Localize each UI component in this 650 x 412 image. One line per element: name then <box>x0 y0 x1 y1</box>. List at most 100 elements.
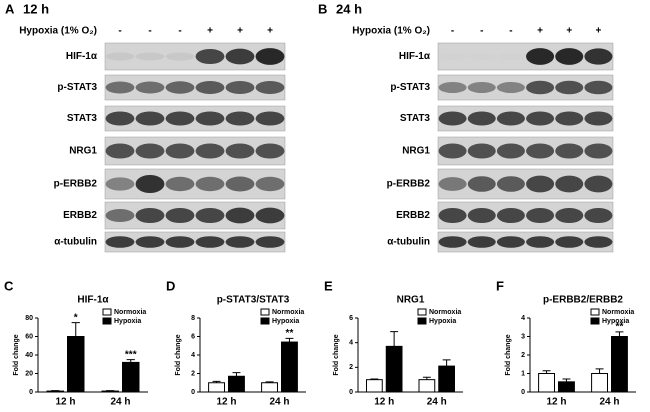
y-axis-label: Fold change <box>333 334 340 375</box>
panel-letter: E <box>324 278 333 293</box>
blot-band <box>255 81 285 94</box>
legend-swatch <box>260 308 270 316</box>
blot-band <box>526 236 555 248</box>
y-tick-label: 4 <box>349 340 353 347</box>
blot-band <box>555 48 584 65</box>
significance-label: *** <box>125 349 137 360</box>
panel-letter: C <box>4 278 14 293</box>
legend-swatch <box>590 317 600 325</box>
blot-band <box>467 82 496 93</box>
blot-strip <box>104 168 286 200</box>
blot-strip <box>104 136 286 166</box>
blot-band <box>526 48 555 65</box>
blot-band <box>496 52 525 61</box>
condition-sign: + <box>595 26 601 37</box>
blot-band <box>225 207 255 224</box>
condition-label: Hypoxia (1% O₂) <box>19 26 97 37</box>
x-tick-label: 24 h <box>110 397 130 408</box>
blot-band <box>496 143 525 159</box>
blot-row-label: STAT3 <box>67 113 98 124</box>
panel-time: 24 h <box>336 1 362 16</box>
blot-row-label: p-ERBB2 <box>387 179 431 190</box>
blot-band <box>438 207 467 224</box>
blot-band <box>165 143 195 159</box>
blot-row-label: α-tubulin <box>387 237 430 248</box>
blot-row-label: STAT3 <box>400 113 431 124</box>
chart-title: p-STAT3/STAT3 <box>217 295 290 306</box>
condition-sign: - <box>509 26 512 37</box>
blot-row-label: p-STAT3 <box>390 82 430 93</box>
legend-label: Normoxia <box>272 309 304 316</box>
y-tick-label: 2 <box>521 352 525 359</box>
condition-sign: - <box>480 26 483 37</box>
y-tick-label: 3 <box>521 333 525 340</box>
error-bar <box>71 322 80 337</box>
blot-band <box>467 111 496 126</box>
blot-band <box>467 143 496 159</box>
chart-title: NRG1 <box>397 295 425 306</box>
blot-band <box>438 82 467 93</box>
blot-band <box>105 236 135 248</box>
bar <box>385 345 403 393</box>
blot-strip <box>437 168 614 200</box>
blot-band <box>135 111 165 126</box>
error-bar <box>232 372 241 377</box>
blot-row-label: ERBB2 <box>63 210 97 221</box>
blot-band <box>496 236 525 248</box>
blot-band <box>526 207 555 224</box>
panel-letter: F <box>496 278 504 293</box>
blot-row-label: NRG1 <box>69 146 97 157</box>
condition-sign: - <box>148 26 151 37</box>
error-bar <box>562 378 571 382</box>
blot-strip <box>437 136 614 166</box>
x-tick-label: 24 h <box>427 397 447 408</box>
bar <box>228 375 245 393</box>
error-bar <box>422 376 431 380</box>
blot-band <box>195 81 225 94</box>
y-tick-label: 20 <box>25 370 33 377</box>
y-tick-label: 1 <box>521 370 525 377</box>
bar <box>611 336 628 393</box>
condition-sign: + <box>207 26 213 37</box>
blot-band <box>584 48 613 65</box>
blot-row-label: NRG1 <box>402 146 430 157</box>
condition-label: Hypoxia (1% O₂) <box>352 26 430 37</box>
bar <box>46 390 64 393</box>
bar <box>418 379 436 393</box>
blot-band <box>105 177 135 191</box>
condition-sign: + <box>237 26 243 37</box>
blot-band <box>584 175 613 193</box>
blot-band <box>438 111 467 126</box>
bar <box>438 365 455 393</box>
bar <box>122 361 140 393</box>
blot-strip <box>437 201 614 230</box>
blot-band <box>584 236 613 248</box>
bar <box>538 373 555 393</box>
blot-band <box>496 82 525 93</box>
blot-band <box>555 207 584 224</box>
legend-label: Hypoxia <box>429 318 456 325</box>
error-bar <box>370 378 379 380</box>
blot-band <box>526 111 555 126</box>
legend-label: Normoxia <box>114 309 146 316</box>
blot-band <box>526 143 555 159</box>
y-tick-label: 0 <box>191 389 195 396</box>
blot-band <box>496 176 525 192</box>
blot-band <box>165 52 195 61</box>
condition-sign: - <box>178 26 181 37</box>
y-axis-label: Fold change <box>505 334 512 375</box>
y-axis-label: Fold change <box>13 334 20 375</box>
blot-strip <box>104 201 286 230</box>
blot-band <box>255 176 285 192</box>
error-bar <box>542 370 551 374</box>
blot-band <box>555 111 584 126</box>
blot-band <box>135 52 165 61</box>
blot-band <box>195 236 225 248</box>
x-tick-label: 12 h <box>216 397 236 408</box>
blot-band <box>255 236 285 248</box>
legend-label: Hypoxia <box>602 318 629 325</box>
blot-band <box>225 81 255 94</box>
error-bar <box>595 368 604 374</box>
blot-strip <box>104 74 286 101</box>
